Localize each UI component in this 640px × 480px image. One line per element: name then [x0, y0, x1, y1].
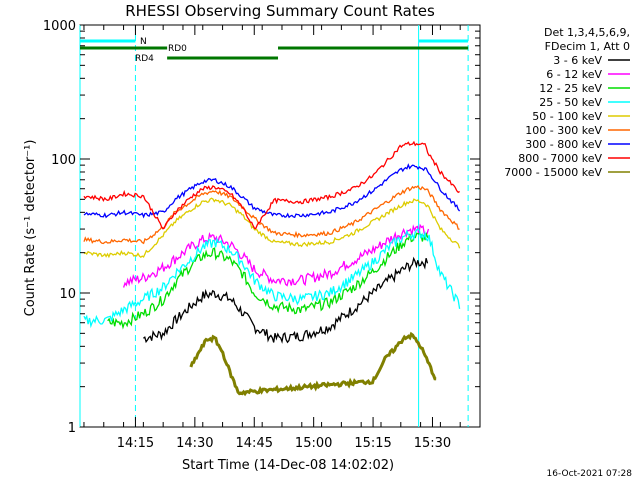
legend-label-4: 50 - 100 keV	[532, 110, 602, 123]
legend-label-6: 300 - 800 keV	[525, 138, 602, 151]
x-axis-label: Start Time (14-Dec-08 14:02:02)	[182, 458, 394, 473]
legend-label-3: 25 - 50 keV	[539, 96, 602, 109]
axes: 1 10 100 1000 14:15 14:30 14:45 15:00 15:15 15:30	[43, 19, 481, 451]
series-5-line	[83, 184, 460, 245]
legend-label-1: 6 - 12 keV	[546, 68, 602, 81]
y-tick-label-0: 1	[68, 421, 76, 436]
x-tick-label-3: 15:00	[295, 436, 332, 451]
legend-label-2: 12 - 25 keV	[539, 82, 602, 95]
bar-label-rd0: RD0	[168, 44, 187, 54]
series-lines	[83, 140, 461, 397]
series-0-line	[142, 256, 429, 344]
bar-label-n: N	[140, 37, 147, 47]
series-3-line	[83, 228, 461, 329]
y-tick-label-2: 100	[51, 153, 76, 168]
legend-label-8: 7000 - 15000 keV	[504, 166, 602, 179]
x-tick-label-2: 14:45	[236, 436, 273, 451]
attenuator-bars: N RD0 RD4	[80, 37, 469, 64]
legend-header-1: Det 1,3,4,5,6,9,	[544, 26, 630, 39]
chart-title: RHESSI Observing Summary Count Rates	[125, 2, 435, 20]
orbit-markers	[79, 25, 469, 427]
series-7-line	[83, 140, 460, 230]
series-2-line	[107, 231, 429, 330]
x-tick-label-0: 14:15	[117, 436, 154, 451]
legend-label-0: 3 - 6 keV	[553, 54, 602, 67]
legend: Det 1,3,4,5,6,9, FDecim 1, Att 0 3 - 6 k…	[504, 26, 630, 179]
y-tick-label-3: 1000	[43, 19, 76, 34]
y-tick-label-1: 10	[59, 287, 76, 302]
x-tick-label-1: 14:30	[176, 436, 213, 451]
bar-label-rd4: RD4	[135, 54, 154, 64]
footer-date: 16-Oct-2021 07:28	[547, 469, 633, 479]
legend-header-2: FDecim 1, Att 0	[545, 40, 630, 53]
series-8-line	[189, 331, 437, 397]
series-4-line	[83, 197, 461, 259]
y-axis-label: Count Rate (s⁻¹ detector⁻¹)	[23, 140, 38, 317]
legend-label-7: 800 - 7000 keV	[518, 152, 602, 165]
series-6-line	[83, 163, 461, 219]
x-tick-label-5: 15:30	[414, 436, 451, 451]
x-tick-label-4: 15:15	[354, 436, 391, 451]
legend-label-5: 100 - 300 keV	[525, 124, 602, 137]
series-1-line	[122, 223, 430, 288]
